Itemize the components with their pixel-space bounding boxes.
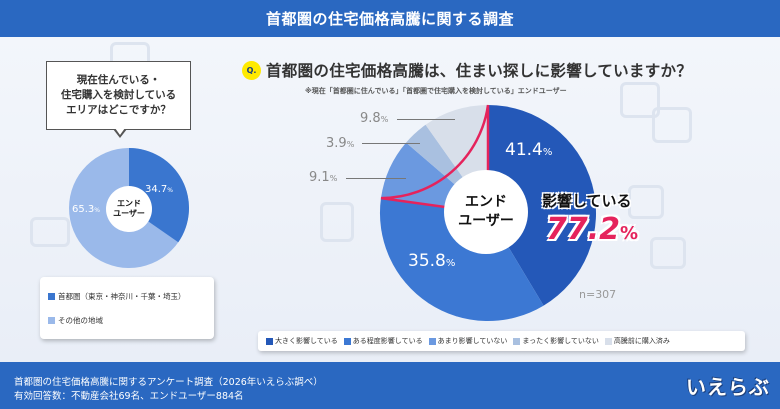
center-label-line-2: ユーザー [458, 213, 514, 229]
legend-item-metropolitan: 首都圏（東京・神奈川・千葉・埼玉） [48, 291, 186, 302]
bubble-tail-fill [114, 128, 125, 135]
left-donut-center: エンド ユーザー [106, 186, 152, 232]
background-money-icon [30, 217, 70, 247]
brand-logo: いえらぶ [686, 375, 770, 399]
leader-line [397, 119, 455, 120]
left-question-line-3: エリアはどこですか？ [66, 104, 171, 116]
legend-swatch [48, 317, 55, 324]
left-question-line-2: 住宅購入を検討している [60, 89, 177, 101]
legend-item-somewhat-affected: ある程度影響している [343, 336, 423, 346]
question-note: ※現在「首都圏に住んでいる」「首都圏で住宅購入を検討している」エンドユーザー [305, 87, 567, 95]
footer-bar: 首都圏の住宅価格高騰に関するアンケート調査（2026年いえらぶ調べ） 有効回答数… [0, 362, 780, 409]
legend-item-other-regions: その他の地域 [48, 315, 103, 326]
footer-respondents: 有効回答数：不動産会社69名、エンドユーザー884名 [14, 391, 244, 402]
legend-item-already-purchased: 高騰前に購入済み [604, 336, 670, 346]
legend-swatch [513, 337, 521, 345]
legend-swatch [48, 293, 55, 300]
center-label-line-1: エンド [465, 194, 507, 210]
center-label-line-1: エンド [117, 199, 141, 208]
question-badge: Q. [242, 61, 261, 80]
label-other-regions: 65.3% [72, 204, 100, 215]
leader-line [346, 178, 406, 179]
sample-size: n=307 [579, 288, 617, 301]
background-calendar-icon [628, 185, 664, 219]
slice-somewhat-affected [379, 198, 544, 322]
legend-item-not-affected: まったく影響していない [513, 336, 599, 346]
label-greatly-affected: 41.4% [505, 140, 553, 160]
label-already-purchased: 9.8% [360, 111, 389, 126]
center-label-line-2: ユーザー [113, 209, 145, 218]
legend-item-not-much-affected: あまり影響していない [428, 336, 507, 346]
legend-swatch [604, 337, 612, 345]
legend-item-greatly-affected: 大きく影響している [266, 336, 338, 346]
right-donut-center: エンド ユーザー [444, 170, 528, 254]
legend-swatch [343, 337, 351, 345]
header-bar: 首都圏の住宅価格高騰に関する調査 [0, 0, 780, 37]
label-somewhat-affected: 35.8% [408, 251, 456, 271]
footer-survey-title: 首都圏の住宅価格高騰に関するアンケート調査（2026年いえらぶ調べ） [14, 377, 323, 388]
label-not-much-affected: 9.1% [309, 170, 338, 185]
background-monitor-icon [320, 202, 354, 242]
legend-swatch [428, 337, 436, 345]
question-title: 首都圏の住宅価格高騰は、住まい探しに影響していますか？ [266, 62, 693, 80]
label-metropolitan: 34.7% [145, 184, 173, 195]
background-building-icon [620, 82, 660, 118]
left-legend: 首都圏（東京・神奈川・千葉・埼玉） その他の地域 [40, 277, 214, 339]
affected-total-value: 77.2% [546, 212, 639, 247]
legend-swatch [266, 337, 273, 345]
slice-metropolitan [129, 148, 189, 243]
affected-total-label: 影響している [542, 192, 632, 210]
label-not-affected: 3.9% [326, 136, 355, 151]
background-video-icon [650, 237, 686, 269]
left-question-line-1: 現在住んでいる・ [76, 74, 161, 86]
slice-greatly-affected [488, 105, 597, 306]
leader-line [362, 143, 420, 144]
left-question-bubble: 現在住んでいる・ 住宅購入を検討している エリアはどこですか？ [46, 61, 191, 130]
right-legend: 大きく影響している ある程度影響している あまり影響していない まったく影響して… [258, 331, 745, 351]
background-envelope-icon [652, 107, 692, 143]
page-title: 首都圏の住宅価格高騰に関する調査 [265, 10, 514, 28]
affected-highlight-outline [380, 104, 490, 215]
